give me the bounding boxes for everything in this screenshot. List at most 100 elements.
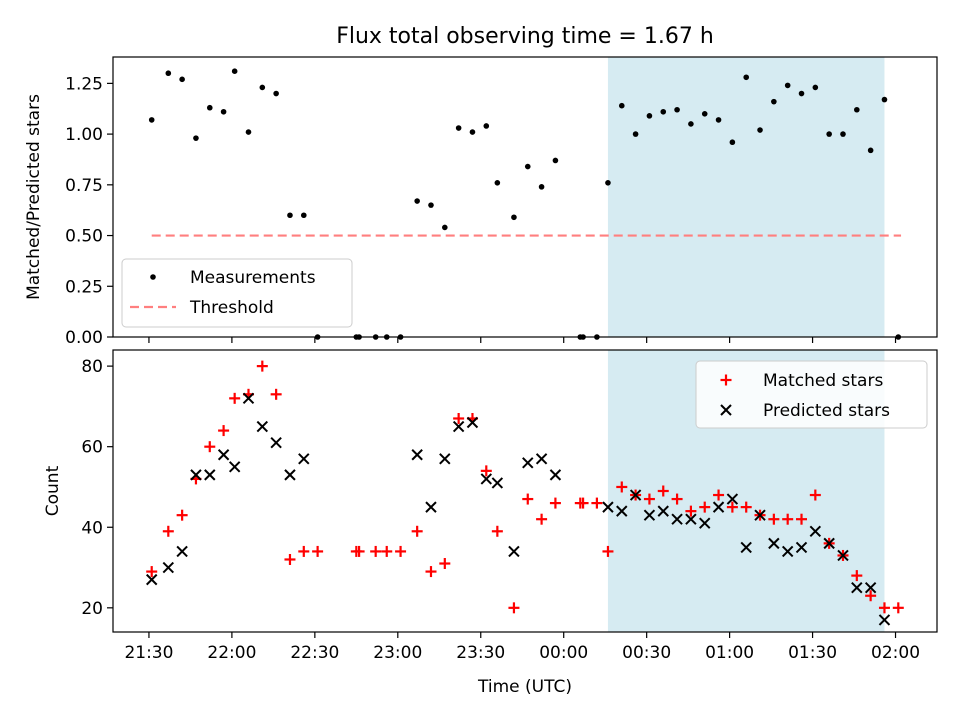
x-stroke-b (242, 392, 255, 405)
x-stroke-b (795, 541, 808, 554)
data-point (699, 501, 711, 513)
x-tick-label: 23:30 (456, 643, 505, 663)
y-tick-label: 20 (81, 599, 103, 619)
x-tick-label: 21:30 (124, 643, 173, 663)
data-point (483, 123, 490, 129)
data-point (298, 453, 310, 465)
data-point (204, 441, 216, 453)
data-point (671, 513, 683, 525)
data-point (812, 84, 819, 91)
x-stroke-b (176, 545, 188, 558)
legend: Matched stars Predicted stars (695, 360, 928, 429)
data-point (190, 469, 202, 481)
data-point (712, 501, 725, 513)
data-point (508, 602, 520, 614)
data-point (591, 497, 603, 509)
data-point (300, 212, 307, 219)
x-stroke-b (228, 461, 241, 473)
data-point (480, 465, 492, 477)
data-point (469, 129, 476, 135)
legend-label-measurements: Measurements (190, 268, 316, 288)
data-point (284, 553, 296, 565)
x-stroke-b (823, 537, 835, 550)
x-stroke-b (452, 420, 465, 433)
data-point (688, 121, 694, 127)
data-point (242, 392, 255, 405)
x-stroke-b (629, 489, 642, 501)
y-tick-label: 1.25 (65, 74, 103, 94)
data-point (577, 497, 589, 509)
x-stroke-b (508, 545, 520, 558)
x-stroke-b (480, 473, 492, 485)
legend-box (121, 258, 353, 328)
data-point (809, 489, 821, 501)
data-point (228, 461, 241, 473)
data-point (740, 541, 752, 554)
data-point (646, 113, 653, 119)
axes-frame (112, 56, 938, 338)
data-point (425, 501, 437, 513)
data-point (864, 581, 877, 594)
data-point (726, 501, 738, 513)
data-point (754, 509, 766, 521)
x-tick-label: 01:30 (788, 643, 837, 663)
x-stroke-b (491, 477, 504, 489)
data-point (726, 493, 739, 505)
data-point (370, 545, 382, 557)
data-point (602, 545, 614, 557)
y-tick-label: 1.00 (65, 125, 103, 145)
data-point (757, 127, 763, 133)
data-point (480, 473, 492, 485)
data-point (273, 90, 279, 97)
data-point (840, 131, 846, 137)
data-point (220, 108, 227, 115)
x-tick-label: 22:30 (290, 643, 339, 663)
data-point (618, 102, 625, 109)
data-point (428, 202, 434, 208)
x-stroke-b (522, 457, 534, 469)
x-tick-label: 02:00 (871, 643, 920, 663)
x-stroke-b (466, 416, 479, 429)
data-point (229, 392, 241, 404)
x-stroke-b (878, 614, 891, 626)
data-point (381, 545, 393, 557)
data-point (453, 412, 465, 424)
data-point (270, 436, 282, 449)
data-point (204, 469, 216, 481)
data-point (643, 493, 655, 505)
y-tick-label: 0.50 (65, 227, 103, 247)
legend-label-matched: Matched stars (763, 371, 883, 391)
data-point (851, 570, 863, 582)
data-point (823, 537, 835, 550)
x-tick-label: 23:00 (373, 643, 422, 663)
data-point (671, 493, 683, 505)
data-point (796, 513, 808, 525)
data-point (491, 477, 504, 489)
x-stroke-b (699, 517, 711, 529)
data-point (146, 573, 158, 586)
data-point (256, 420, 269, 433)
data-point (781, 545, 794, 558)
legend-marker-measurements (150, 274, 156, 280)
data-point (660, 108, 667, 115)
data-point (865, 590, 877, 602)
data-point (552, 157, 559, 164)
x-tick-label: 00:00 (539, 643, 588, 663)
data-point (245, 129, 252, 135)
x-stroke-b (256, 420, 269, 433)
data-point (632, 131, 639, 137)
x-stroke-b (851, 581, 863, 594)
data-point (411, 525, 423, 537)
data-point (795, 541, 808, 554)
x-stroke-b (864, 581, 877, 594)
data-point (536, 513, 548, 525)
x-tick-label: 01:00 (705, 643, 754, 663)
axes-frame (112, 349, 938, 633)
data-point (605, 179, 611, 186)
y-tick-label: 0.00 (65, 328, 103, 348)
data-point (685, 513, 697, 525)
x-tick-label: 22:00 (207, 643, 256, 663)
data-point (176, 545, 188, 558)
x-stroke-b (809, 525, 822, 537)
